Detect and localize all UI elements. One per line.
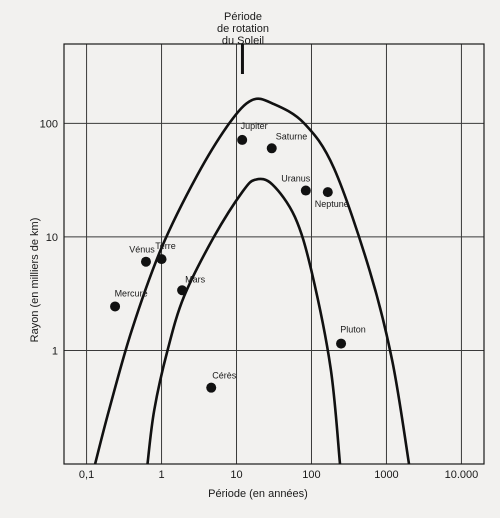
title-line: Période [224,11,262,23]
point-label: Vénus [129,245,155,255]
point-label: Pluton [340,325,366,335]
y-tick-label: 10 [46,232,58,244]
data-point [110,301,121,312]
point-label: Saturne [276,131,308,141]
x-axis-label: Période (en années) [208,488,308,500]
data-point [140,256,151,267]
x-tick-label: 10 [230,469,242,481]
data-point [322,187,333,198]
point-label: Neptune [315,199,349,209]
y-axis-label: Rayon (en milliers de km) [29,218,41,343]
data-point [300,185,311,196]
data-point [266,143,277,154]
x-tick-label: 100 [302,469,320,481]
inner-envelope-curve [146,177,342,465]
x-tick-label: 1000 [374,469,398,481]
x-tick-label: 0,1 [79,469,94,481]
plot-frame [63,43,485,465]
data-point [206,382,217,393]
tick-labels: 0,1 1 10 100 1000 10.000 1 10 100 [40,118,479,481]
y-tick-label: 1 [52,345,58,357]
y-tick-label: 100 [40,118,58,130]
x-tick-label: 10.000 [445,469,479,481]
data-point [156,254,167,265]
data-point [237,134,248,145]
x-tick-label: 1 [158,469,164,481]
outer-envelope-curve [93,97,411,465]
title-line: de rotation [217,23,269,35]
data-point [336,338,347,349]
data-points: Mercure Vénus Terre Mars Cérès Jupiter Saturne… [110,121,366,393]
envelope-curves [93,97,411,465]
point-label: Mercure [115,288,148,298]
point-label: Cérès [212,371,237,381]
title-line: du Soleil [222,35,264,47]
chart-title: Période de rotation du Soleil [217,11,269,47]
point-label: Uranus [281,174,311,184]
data-point [177,285,188,296]
point-label: Jupiter [241,121,268,131]
point-label: Mars [185,274,205,284]
grid [64,44,484,464]
point-label: Terre [155,241,176,251]
